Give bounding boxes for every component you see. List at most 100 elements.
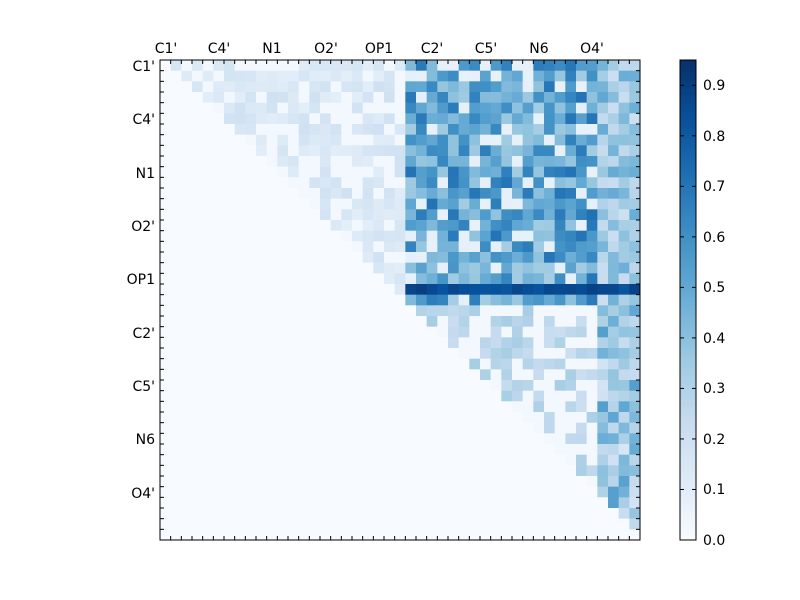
heatmap-cell xyxy=(405,156,417,168)
heatmap-cell xyxy=(330,476,342,488)
heatmap-cell xyxy=(597,188,609,200)
heatmap-cell xyxy=(480,390,492,402)
heatmap-cell xyxy=(181,476,193,488)
heatmap-cell xyxy=(405,81,417,93)
heatmap-cell xyxy=(181,177,193,189)
heatmap-cell xyxy=(394,476,406,488)
heatmap-cell xyxy=(565,518,577,530)
heatmap-cell xyxy=(458,326,470,338)
heatmap-cell xyxy=(597,326,609,338)
heatmap-cell xyxy=(426,102,438,114)
heatmap-cell xyxy=(394,294,406,306)
heatmap-cell xyxy=(256,316,268,328)
heatmap-cell xyxy=(277,508,289,520)
heatmap-cell xyxy=(501,177,513,189)
heatmap-cell xyxy=(565,444,577,456)
heatmap-cell xyxy=(170,81,182,93)
heatmap-cell xyxy=(469,241,481,253)
heatmap-cell xyxy=(576,102,588,114)
heatmap-cell xyxy=(298,188,310,200)
heatmap-cell xyxy=(224,529,236,541)
heatmap-cell xyxy=(384,92,396,104)
heatmap-cell xyxy=(490,70,502,82)
heatmap-cell xyxy=(544,358,556,370)
heatmap-cell xyxy=(362,81,374,93)
heatmap-cell xyxy=(341,412,353,424)
heatmap-cell xyxy=(522,177,534,189)
heatmap-cell xyxy=(256,465,268,477)
heatmap-cell xyxy=(565,113,577,125)
heatmap-cell xyxy=(373,369,385,381)
heatmap-cell xyxy=(544,454,556,466)
heatmap-cell xyxy=(469,358,481,370)
heatmap-cell xyxy=(501,465,513,477)
heatmap-cell xyxy=(181,70,193,82)
heatmap-cell xyxy=(586,92,598,104)
heatmap-cell xyxy=(192,390,204,402)
heatmap-cell xyxy=(394,508,406,520)
heatmap-cell xyxy=(202,305,214,317)
heatmap-cell xyxy=(522,145,534,157)
heatmap-cell xyxy=(234,230,246,242)
heatmap-cell xyxy=(512,92,524,104)
heatmap-cell xyxy=(586,220,598,232)
heatmap-cell xyxy=(181,508,193,520)
heatmap-cell xyxy=(501,241,513,253)
heatmap-cell xyxy=(384,113,396,125)
heatmap-cell xyxy=(277,486,289,498)
heatmap-cell xyxy=(448,401,460,413)
heatmap-cell xyxy=(618,92,630,104)
heatmap-cell xyxy=(245,273,257,285)
heatmap-cell xyxy=(480,476,492,488)
heatmap-cell xyxy=(629,465,641,477)
heatmap-cell xyxy=(362,70,374,82)
heatmap-cell xyxy=(181,145,193,157)
heatmap-cell xyxy=(533,444,545,456)
heatmap-cell xyxy=(320,358,332,370)
heatmap-cell xyxy=(618,156,630,168)
heatmap-cell xyxy=(234,241,246,253)
heatmap-cell xyxy=(448,241,460,253)
heatmap-cell xyxy=(384,262,396,274)
heatmap-cell xyxy=(277,497,289,509)
heatmap-cell xyxy=(512,134,524,146)
heatmap-cell xyxy=(576,113,588,125)
heatmap-cell xyxy=(373,198,385,210)
heatmap-cell xyxy=(224,390,236,402)
heatmap-cell xyxy=(416,134,428,146)
heatmap-cell xyxy=(629,113,641,125)
heatmap-cell xyxy=(458,369,470,381)
heatmap-cell xyxy=(234,81,246,93)
heatmap-cell xyxy=(501,124,513,136)
heatmap-cell xyxy=(373,145,385,157)
heatmap-cell xyxy=(362,529,374,541)
heatmap-cell xyxy=(320,81,332,93)
heatmap-cell xyxy=(565,241,577,253)
heatmap-cell xyxy=(170,273,182,285)
heatmap-cell xyxy=(384,380,396,392)
heatmap-cell xyxy=(170,348,182,360)
heatmap-cell xyxy=(266,518,278,530)
heatmap-cell xyxy=(352,230,364,242)
heatmap-cell xyxy=(256,476,268,488)
heatmap-cell xyxy=(309,145,321,157)
heatmap-cell xyxy=(288,326,300,338)
heatmap-cell xyxy=(245,380,257,392)
heatmap-cell xyxy=(224,177,236,189)
heatmap-cell xyxy=(256,124,268,136)
heatmap-cell xyxy=(309,220,321,232)
heatmap-cell xyxy=(362,166,374,178)
heatmap-cell xyxy=(245,433,257,445)
heatmap-cell xyxy=(384,134,396,146)
heatmap-cell xyxy=(384,358,396,370)
heatmap-cell xyxy=(448,465,460,477)
heatmap-cell xyxy=(533,166,545,178)
heatmap-cell xyxy=(160,198,172,210)
heatmap-cell xyxy=(298,60,310,72)
heatmap-cell xyxy=(554,262,566,274)
heatmap-cell xyxy=(224,60,236,72)
heatmap-cell xyxy=(437,401,449,413)
heatmap-cell xyxy=(565,81,577,93)
heatmap-cell xyxy=(608,177,620,189)
heatmap-cell xyxy=(330,401,342,413)
